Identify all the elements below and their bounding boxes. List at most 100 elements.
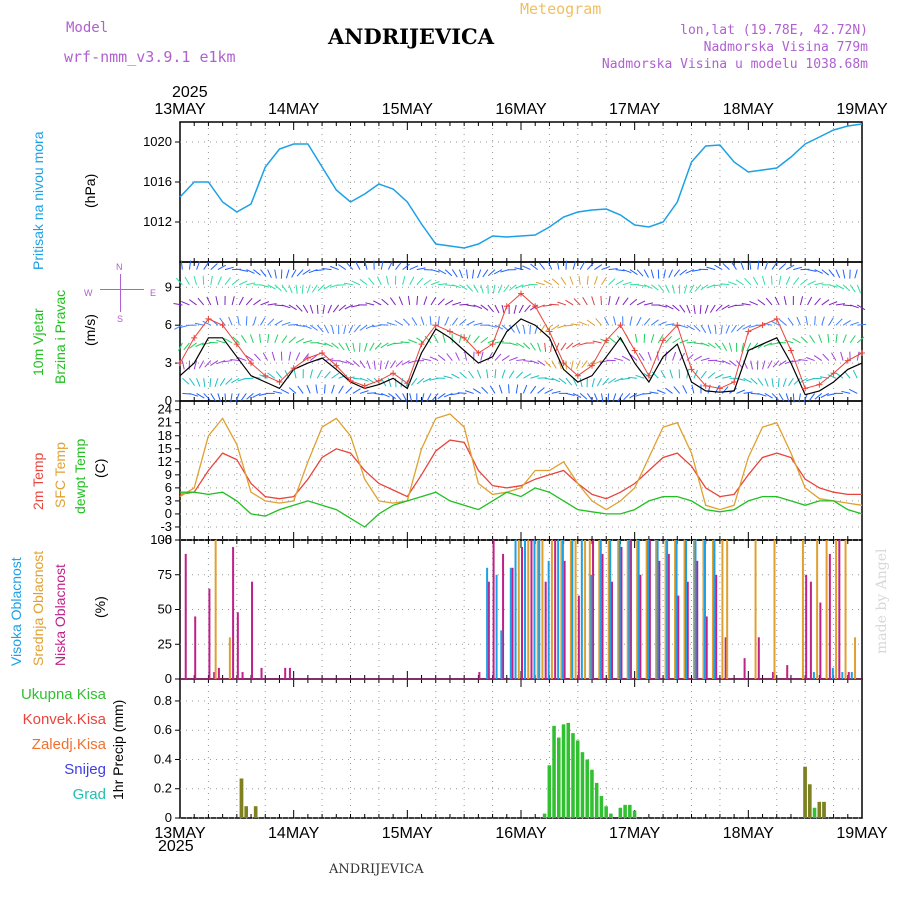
- wind-barb: [720, 325, 723, 335]
- wind-barb: [515, 384, 519, 394]
- wind-barb: [343, 282, 353, 286]
- wind-barb: [380, 342, 389, 349]
- wind-barb: [785, 276, 791, 285]
- wind-barb: [288, 336, 296, 344]
- wind-barb: [692, 269, 702, 272]
- wind-barb: [777, 378, 780, 388]
- cloud-mid-bar: [844, 540, 847, 679]
- wind-barb: [642, 392, 652, 395]
- wind-barb: [713, 284, 723, 287]
- wind-barb: [521, 284, 531, 288]
- cloud-mid-bar: [825, 540, 828, 679]
- wind-barb: [293, 369, 297, 379]
- wind-barb: [536, 304, 545, 309]
- cloud-mid-bar: [693, 540, 695, 679]
- cloud-mid-bar: [773, 540, 776, 679]
- temp-panel-frame: [179, 400, 863, 541]
- wind-barb: [260, 317, 266, 326]
- wind-barb: [665, 387, 673, 394]
- wind-barb: [591, 378, 595, 388]
- wind-barb: [764, 392, 773, 399]
- wind-barb: [835, 284, 845, 290]
- wind-barb: [426, 393, 432, 402]
- wind-barb: [237, 316, 240, 326]
- cloud-low-bar: [492, 540, 495, 679]
- wind-barb: [372, 324, 382, 328]
- wind-barb: [555, 342, 560, 352]
- wind-barb: [260, 301, 270, 306]
- wind-barb: [636, 300, 646, 306]
- cloud-high-bar: [514, 540, 517, 679]
- wind-barb: [173, 303, 183, 306]
- wind-barb: [452, 284, 461, 289]
- wind-barb: [679, 304, 686, 313]
- wind-barb: [623, 393, 631, 401]
- wind-barb: [787, 317, 794, 326]
- temp-ytick-label: -6: [160, 532, 172, 547]
- wind-barb: [201, 342, 211, 345]
- wind-barb: [778, 263, 787, 270]
- wind-barb: [353, 324, 361, 333]
- precip-conv-bar: [808, 784, 812, 818]
- wind-barb: [822, 353, 830, 361]
- wind-barb: [420, 316, 425, 326]
- cloud-low-bar: [809, 581, 812, 679]
- wind-barb: [473, 304, 483, 309]
- cloud-low-bar: [521, 546, 523, 679]
- wind-barb: [798, 393, 801, 403]
- wind-barb: [821, 316, 825, 326]
- wind-barb: [508, 356, 518, 362]
- wind-barb: [582, 296, 588, 306]
- wind-gust-marker: [532, 303, 539, 310]
- temp-ytick-label: 18: [158, 428, 172, 443]
- cloud-low-bar: [838, 540, 841, 679]
- wind-barb: [764, 378, 769, 387]
- wind-barb: [245, 355, 254, 361]
- wind-barb: [206, 296, 212, 306]
- wind-barb: [295, 324, 305, 327]
- wind-barb: [720, 283, 730, 286]
- wind-barb: [849, 284, 856, 293]
- wind-barb: [715, 360, 725, 363]
- wind-barb: [600, 338, 609, 344]
- wind-barb: [792, 393, 795, 403]
- wind-barb: [296, 269, 304, 277]
- wind-barb: [730, 324, 737, 333]
- wind-barb: [762, 360, 766, 370]
- cloud-mid-bar: [550, 540, 553, 679]
- wind-barb: [210, 360, 219, 367]
- precip-total-bar: [590, 769, 594, 818]
- wind-barb: [275, 370, 283, 379]
- wind-barb: [622, 269, 632, 274]
- wind-barb: [854, 269, 858, 279]
- wind-barb: [809, 335, 816, 344]
- wind-barb: [842, 269, 846, 279]
- wind-barb: [451, 373, 460, 379]
- wind-barb: [281, 284, 288, 293]
- wind-barb: [665, 304, 674, 310]
- wind-barb: [651, 371, 659, 379]
- wind-barb: [352, 342, 355, 352]
- wind-barb: [778, 275, 782, 285]
- wind-barb: [352, 360, 360, 367]
- wind-barb: [595, 318, 602, 326]
- cloud-low-bar: [828, 553, 831, 679]
- cloud-low-bar: [511, 567, 514, 679]
- wind-barb: [807, 280, 816, 286]
- wind-compass: N W E S: [84, 262, 156, 326]
- wind-barb: [437, 316, 440, 326]
- wind-gust-marker: [347, 377, 354, 384]
- cloud-low-bar: [715, 574, 718, 679]
- wind-barb: [315, 269, 325, 272]
- wind-gust-marker: [688, 366, 695, 373]
- wind-barb: [376, 276, 382, 285]
- wind-barb: [444, 316, 450, 326]
- wind-barb: [367, 392, 377, 394]
- wind-barb: [327, 304, 333, 314]
- model-label: Model: [66, 20, 109, 36]
- wind-barb: [451, 317, 459, 326]
- day-label-top: 13MAY: [154, 101, 206, 118]
- wind-barb: [501, 369, 506, 379]
- compass-east: E: [150, 288, 157, 298]
- precip-total-bar: [571, 733, 575, 818]
